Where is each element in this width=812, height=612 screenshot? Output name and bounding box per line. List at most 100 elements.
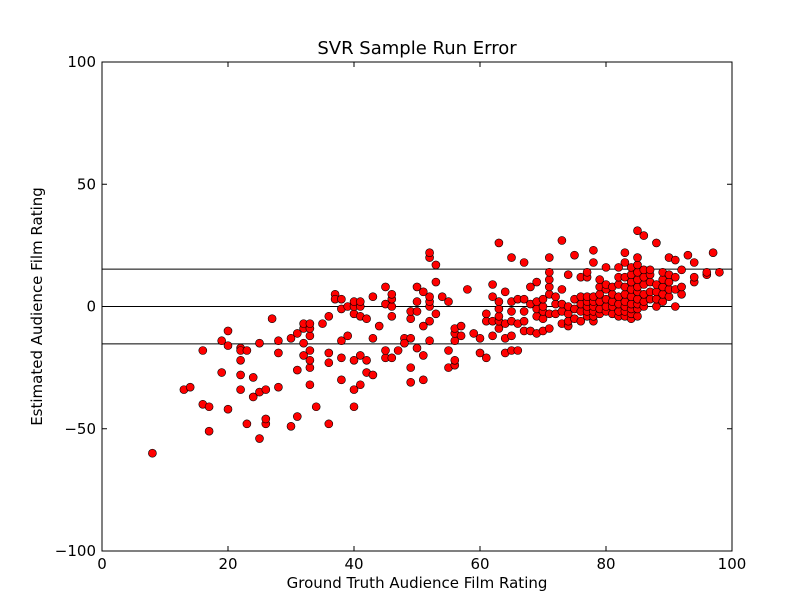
data-point-178 xyxy=(544,275,554,284)
data-point-287 xyxy=(652,238,661,248)
x-tick-label-1: 20 xyxy=(218,555,237,573)
data-point-300 xyxy=(670,272,680,282)
data-point-63 xyxy=(349,385,359,394)
data-point-277 xyxy=(639,231,649,240)
data-point-115 xyxy=(437,292,447,302)
data-point-99 xyxy=(412,297,422,306)
data-point-241 xyxy=(614,263,623,272)
data-point-55 xyxy=(337,375,346,385)
data-point-146 xyxy=(500,287,510,297)
data-point-140 xyxy=(494,304,504,314)
data-point-139 xyxy=(494,311,504,321)
data-point-302 xyxy=(677,289,686,299)
data-point-52 xyxy=(324,311,334,321)
data-point-29 xyxy=(274,348,283,358)
chart-title: SVR Sample Run Error xyxy=(317,38,517,59)
data-point-198 xyxy=(576,316,586,326)
data-point-0 xyxy=(148,448,157,458)
data-point-51 xyxy=(324,348,334,358)
data-point-68 xyxy=(355,380,365,390)
data-point-42 xyxy=(305,355,315,365)
data-point-17 xyxy=(242,419,252,429)
x-tick-label-0: 0 xyxy=(97,555,107,573)
data-point-310 xyxy=(702,267,712,277)
data-point-56 xyxy=(337,353,346,363)
data-point-6 xyxy=(204,402,214,412)
data-point-135 xyxy=(488,292,497,302)
data-point-111 xyxy=(425,248,434,258)
data-point-129 xyxy=(475,348,485,358)
data-point-27 xyxy=(267,314,277,324)
data-point-86 xyxy=(387,302,397,311)
data-point-197 xyxy=(570,250,579,260)
data-point-112 xyxy=(431,309,441,319)
data-point-118 xyxy=(444,297,453,306)
data-point-312 xyxy=(715,267,724,277)
data-point-43 xyxy=(305,346,315,355)
data-point-105 xyxy=(425,336,434,346)
data-point-79 xyxy=(374,321,384,331)
data-point-269 xyxy=(633,253,642,262)
data-point-293 xyxy=(664,292,674,302)
plot-area-frame xyxy=(101,61,733,552)
data-point-18 xyxy=(242,346,252,355)
data-point-37 xyxy=(299,338,308,348)
data-point-12 xyxy=(236,385,245,394)
data-point-85 xyxy=(387,311,397,321)
data-point-50 xyxy=(324,358,334,368)
data-point-174 xyxy=(544,324,554,333)
data-point-104 xyxy=(418,287,428,297)
data-point-57 xyxy=(337,336,346,346)
y-tick-label-4: 100 xyxy=(67,53,96,71)
data-point-152 xyxy=(507,253,516,262)
data-point-72 xyxy=(355,297,365,306)
data-point-100 xyxy=(412,282,422,292)
data-point-44 xyxy=(305,331,315,341)
data-point-127 xyxy=(469,329,479,338)
data-point-84 xyxy=(387,353,397,363)
data-point-36 xyxy=(299,351,308,360)
data-point-32 xyxy=(286,333,296,343)
data-point-74 xyxy=(362,355,371,365)
data-point-216 xyxy=(589,258,598,267)
data-point-97 xyxy=(412,343,422,353)
data-point-7 xyxy=(217,368,226,377)
data-point-168 xyxy=(532,277,542,287)
data-point-19 xyxy=(248,392,258,402)
data-point-141 xyxy=(494,297,504,306)
data-point-88 xyxy=(387,289,397,299)
data-point-30 xyxy=(274,336,283,346)
data-point-150 xyxy=(507,307,516,316)
data-point-163 xyxy=(526,282,535,292)
x-tick-label-5: 100 xyxy=(718,555,747,573)
data-point-94 xyxy=(406,333,416,343)
data-points xyxy=(148,226,724,458)
data-point-153 xyxy=(513,346,523,355)
data-point-126 xyxy=(463,285,472,294)
data-point-21 xyxy=(255,434,264,443)
data-point-177 xyxy=(544,282,554,292)
data-point-48 xyxy=(318,319,327,328)
data-point-8 xyxy=(217,336,226,346)
data-point-81 xyxy=(381,346,390,355)
data-point-120 xyxy=(450,355,460,365)
data-point-91 xyxy=(400,338,409,348)
data-point-308 xyxy=(689,258,699,267)
data-point-173 xyxy=(538,294,548,304)
data-point-47 xyxy=(311,402,321,412)
data-point-124 xyxy=(456,331,466,341)
data-point-249 xyxy=(620,258,630,267)
data-point-40 xyxy=(305,380,315,390)
data-point-303 xyxy=(677,282,686,292)
data-point-83 xyxy=(381,282,390,292)
data-point-59 xyxy=(337,294,346,304)
data-point-183 xyxy=(551,292,560,302)
x-tick-label-2: 40 xyxy=(344,555,363,573)
data-point-148 xyxy=(507,331,516,341)
data-point-187 xyxy=(557,285,567,294)
data-point-250 xyxy=(620,248,630,258)
data-point-305 xyxy=(683,250,693,260)
data-point-92 xyxy=(406,377,416,387)
